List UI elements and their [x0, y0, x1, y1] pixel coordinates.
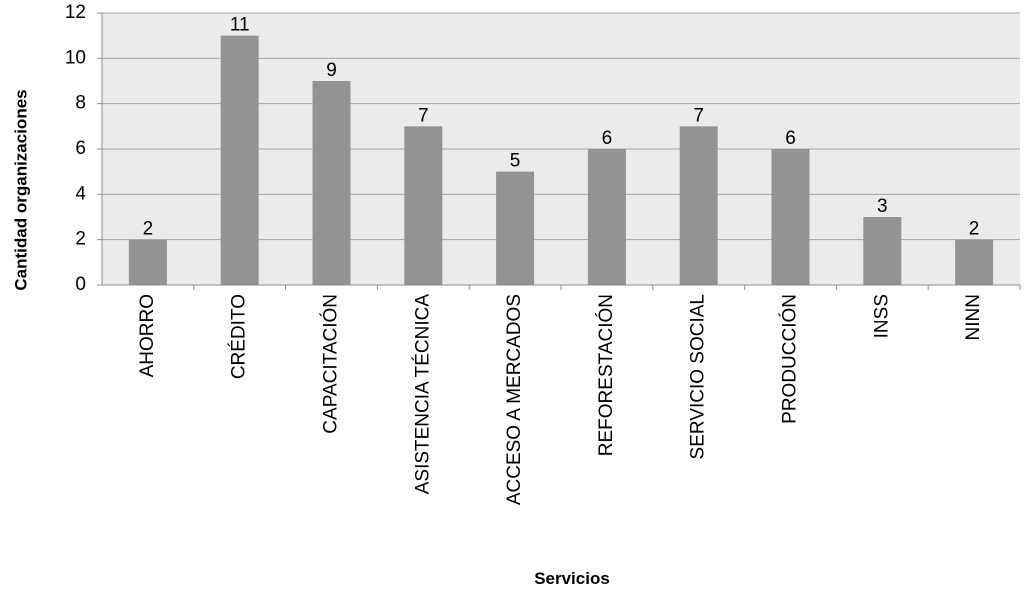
x-tick-label: ACCESO A MERCADOS — [504, 294, 525, 505]
bar — [863, 217, 902, 285]
data-label: 9 — [326, 60, 337, 81]
bar — [955, 239, 994, 285]
y-tick-label: 10 — [65, 47, 86, 68]
y-tick-label: 8 — [75, 93, 86, 114]
y-tick-label: 0 — [75, 274, 86, 295]
bar — [220, 35, 259, 285]
y-tick-label: 6 — [75, 138, 86, 159]
x-tick-label: INSS — [871, 294, 892, 338]
y-tick-label: 12 — [65, 2, 86, 23]
data-label: 6 — [785, 128, 796, 149]
data-label: 7 — [693, 105, 704, 126]
bar — [679, 126, 718, 285]
data-labels: 2 11 9 7 5 6 7 6 3 2 — [143, 15, 980, 240]
bars — [128, 35, 994, 285]
x-tick-label: CRÉDITO — [229, 294, 250, 379]
bar — [771, 149, 810, 285]
data-label: 3 — [877, 196, 888, 217]
data-label: 2 — [143, 219, 154, 240]
y-axis-title: Cantidad organizaciones — [11, 89, 30, 290]
x-tick-label: CAPACITACIÓN — [320, 294, 342, 434]
bar — [496, 171, 535, 285]
x-tick-label: REFORESTACIÓN — [595, 294, 617, 456]
x-tick-label: AHORRO — [137, 294, 158, 377]
x-tick-labels: AHORRO CRÉDITO CAPACITACIÓN ASISTENCIA TÉCN… — [137, 285, 1021, 505]
data-label: 11 — [230, 15, 250, 36]
bar — [128, 239, 167, 285]
x-tick-label: ASISTENCIA TÉCNICA — [412, 294, 433, 495]
y-tick-labels: 0 2 4 6 8 10 12 — [65, 2, 102, 295]
x-tick-label: NINN — [963, 294, 984, 340]
bar — [587, 149, 626, 285]
bar — [312, 81, 351, 285]
x-axis-title: Servicios — [534, 569, 610, 588]
data-label: 2 — [969, 219, 980, 240]
y-tick-label: 2 — [75, 229, 86, 250]
data-label: 5 — [510, 151, 521, 172]
x-tick-label: SERVICIO SOCIAL — [688, 294, 709, 459]
y-tick-label: 4 — [75, 183, 86, 204]
bar — [404, 126, 443, 285]
data-label: 7 — [418, 105, 429, 126]
data-label: 6 — [602, 128, 613, 149]
x-tick-label: PRODUCCIÓN — [779, 294, 801, 424]
